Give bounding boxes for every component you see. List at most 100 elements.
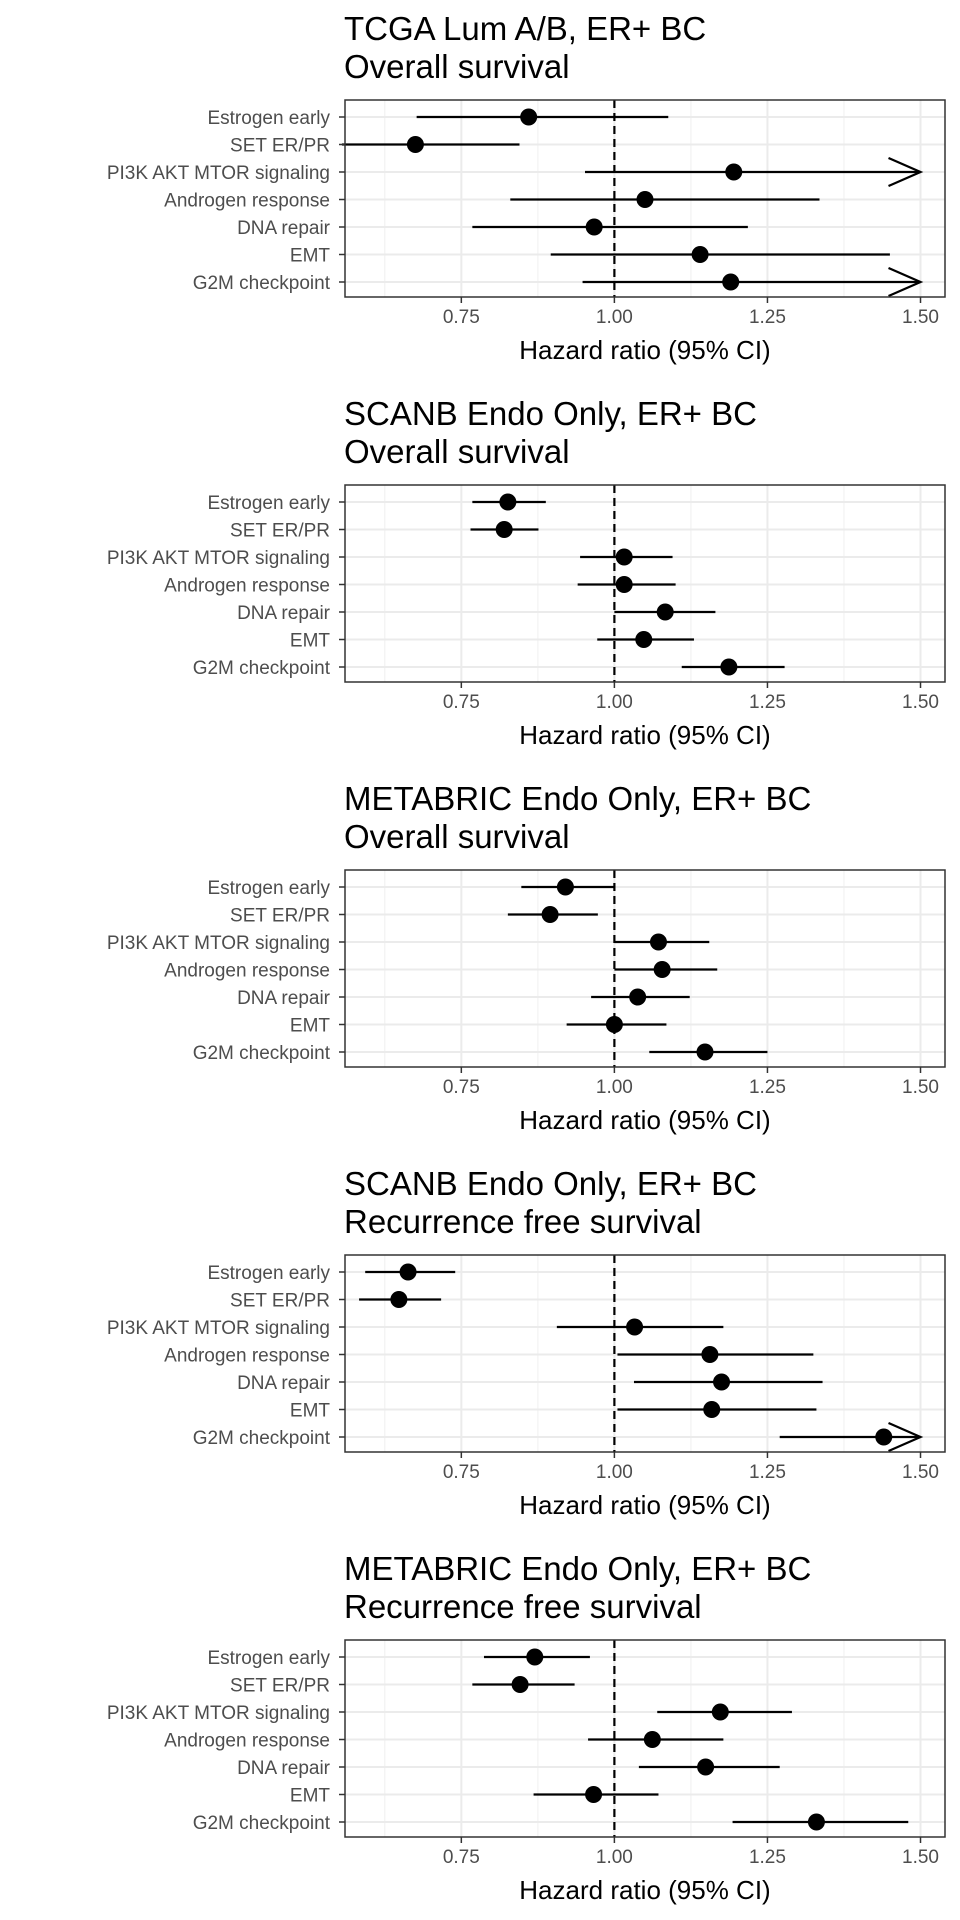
category-label: G2M checkpoint — [193, 1428, 331, 1449]
category-label: Estrogen early — [207, 108, 330, 129]
category-label: Estrogen early — [207, 1648, 330, 1669]
x-tick-label: 1.50 — [902, 1847, 939, 1868]
x-tick-label: 1.25 — [749, 1462, 786, 1483]
hr-point — [653, 961, 671, 978]
category-label: G2M checkpoint — [193, 273, 331, 294]
category-label: EMT — [290, 1786, 331, 1807]
x-tick-label: 1.00 — [596, 1077, 633, 1098]
panel-border — [344, 99, 946, 298]
category-label: SET ER/PR — [230, 521, 330, 542]
category-label: PI3K AKT MTOR signaling — [107, 548, 330, 569]
category-label: G2M checkpoint — [193, 658, 331, 679]
hr-point — [615, 576, 633, 593]
x-tick-label: 0.75 — [443, 1847, 480, 1868]
panel-subtitle: Recurrence free survival — [344, 1203, 702, 1240]
hr-point — [713, 1373, 731, 1391]
category-label: EMT — [290, 1401, 331, 1422]
hr-point — [703, 1401, 721, 1418]
hr-point — [711, 1703, 729, 1721]
hr-point — [643, 1731, 661, 1748]
x-axis-label: Hazard ratio (95% CI) — [519, 335, 770, 365]
category-label: SET ER/PR — [230, 906, 330, 927]
x-axis-label: Hazard ratio (95% CI) — [519, 1105, 770, 1135]
hr-point — [701, 1346, 719, 1363]
hr-point — [390, 1291, 408, 1308]
category-label: Estrogen early — [207, 1263, 330, 1284]
hr-point — [520, 108, 538, 126]
hr-point — [626, 1318, 644, 1336]
hr-point — [635, 631, 653, 648]
category-label: PI3K AKT MTOR signaling — [107, 933, 330, 954]
x-tick-label: 0.75 — [443, 692, 480, 713]
panel-title: METABRIC Endo Only, ER+ BC — [344, 1550, 811, 1587]
category-label: EMT — [290, 631, 331, 652]
hr-point — [605, 1016, 623, 1033]
x-tick-label: 1.00 — [596, 307, 633, 328]
hr-point — [629, 988, 647, 1006]
panel-subtitle: Overall survival — [344, 48, 570, 85]
hr-point — [615, 548, 633, 566]
x-tick-label: 1.25 — [749, 307, 786, 328]
category-label: DNA repair — [237, 1373, 331, 1394]
category-label: EMT — [290, 1016, 331, 1037]
x-axis-label: Hazard ratio (95% CI) — [519, 1875, 770, 1905]
hr-point — [875, 1428, 893, 1446]
category-label: Androgen response — [164, 961, 330, 982]
hr-point — [722, 273, 740, 291]
hr-point — [807, 1813, 825, 1831]
category-label: EMT — [290, 246, 331, 267]
panel-subtitle: Overall survival — [344, 433, 570, 470]
panel-subtitle: Recurrence free survival — [344, 1588, 702, 1625]
hr-point — [696, 1043, 714, 1061]
x-axis-label: Hazard ratio (95% CI) — [519, 1490, 770, 1520]
category-label: SET ER/PR — [230, 1291, 330, 1312]
panel-border — [344, 1254, 946, 1453]
panel-border — [344, 484, 946, 683]
x-axis-label: Hazard ratio (95% CI) — [519, 720, 770, 750]
hr-point — [499, 493, 517, 511]
hr-point — [720, 658, 738, 676]
hr-point — [406, 136, 424, 153]
hr-point — [541, 906, 559, 923]
x-tick-label: 1.50 — [902, 1462, 939, 1483]
category-label: G2M checkpoint — [193, 1043, 331, 1064]
panel-border — [344, 869, 946, 1068]
hr-point — [691, 246, 709, 263]
ci-arrow-right — [888, 266, 924, 298]
hr-point — [636, 191, 654, 208]
x-tick-label: 0.75 — [443, 307, 480, 328]
hr-point — [725, 163, 743, 181]
hr-point — [556, 878, 574, 896]
category-label: SET ER/PR — [230, 136, 330, 157]
panel-title: METABRIC Endo Only, ER+ BC — [344, 780, 811, 817]
panel-title: SCANB Endo Only, ER+ BC — [344, 1165, 757, 1202]
x-tick-label: 0.75 — [443, 1462, 480, 1483]
hr-point — [511, 1676, 529, 1693]
category-label: Androgen response — [164, 191, 330, 212]
x-tick-label: 1.50 — [902, 692, 939, 713]
category-label: PI3K AKT MTOR signaling — [107, 1318, 330, 1339]
panel-title: TCGA Lum A/B, ER+ BC — [344, 10, 706, 47]
hr-point — [495, 521, 513, 538]
category-label: PI3K AKT MTOR signaling — [107, 1703, 330, 1724]
category-label: G2M checkpoint — [193, 1813, 331, 1834]
hr-point — [526, 1648, 544, 1666]
panel-border — [344, 1639, 946, 1838]
panel-title: SCANB Endo Only, ER+ BC — [344, 395, 757, 432]
x-tick-label: 1.25 — [749, 1077, 786, 1098]
x-tick-label: 1.50 — [902, 1077, 939, 1098]
hr-point — [585, 1786, 603, 1803]
category-label: DNA repair — [237, 988, 331, 1009]
x-tick-label: 1.00 — [596, 1462, 633, 1483]
x-tick-label: 1.25 — [749, 692, 786, 713]
hr-point — [585, 218, 603, 236]
category-label: PI3K AKT MTOR signaling — [107, 163, 330, 184]
panel-subtitle: Overall survival — [344, 818, 570, 855]
ci-arrow-right — [888, 1421, 924, 1453]
